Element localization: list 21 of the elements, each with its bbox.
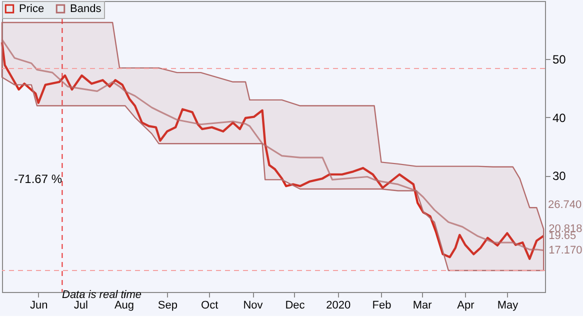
x-tick-label: May bbox=[497, 300, 519, 312]
y-tick-label: 30 bbox=[552, 169, 566, 184]
x-tick-label: Jul bbox=[74, 300, 88, 312]
y-tick-label: 50 bbox=[552, 52, 566, 67]
legend-label: Bands bbox=[70, 2, 102, 15]
legend-label: Price bbox=[19, 2, 44, 15]
annotation: 17.170 bbox=[548, 244, 582, 256]
y-tick-label: 40 bbox=[552, 110, 566, 125]
x-tick-label: Aug bbox=[114, 300, 134, 312]
text: 26.740 bbox=[548, 199, 582, 211]
x-tick-label: Apr bbox=[457, 300, 475, 312]
annotation: -71.67 % bbox=[14, 172, 62, 186]
x-tick-label: Oct bbox=[201, 300, 218, 312]
x-tick-label: Dec bbox=[285, 300, 306, 312]
annotation: Data is real time bbox=[62, 289, 142, 301]
x-tick-label: 2020 bbox=[326, 300, 351, 312]
x-tick-label: Mar bbox=[412, 300, 432, 312]
x-tick-label: Feb bbox=[372, 300, 392, 312]
x-tick-label: Jun bbox=[30, 300, 48, 312]
x-tick-label: Nov bbox=[243, 300, 264, 312]
x-tick-label: Sep bbox=[158, 300, 178, 312]
